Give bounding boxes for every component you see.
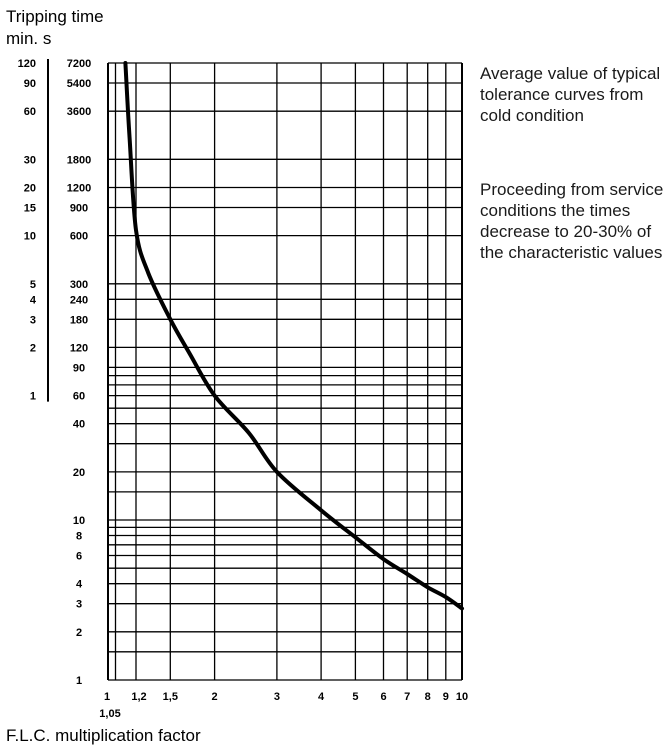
- x-tick-label: 3: [274, 691, 280, 703]
- x-tick-label: 1,2: [131, 691, 146, 703]
- x-axis-label: F.L.C. multiplication factor: [6, 726, 201, 745]
- x-tick-label: 2: [212, 691, 218, 703]
- y-tick-label-minutes: 1: [30, 391, 36, 403]
- y-tick-label-seconds: 5400: [67, 78, 91, 90]
- y-tick-label-minutes: 10: [24, 231, 36, 243]
- y-tick-label-seconds: 3600: [67, 106, 91, 118]
- x-tick-label: 4: [318, 691, 325, 703]
- y-tick-label-seconds: 10: [73, 515, 85, 527]
- x-tick-label: 6: [380, 691, 386, 703]
- y-tick-label-minutes: 60: [24, 106, 36, 118]
- y-tick-label-seconds: 300: [70, 279, 88, 291]
- y-tick-label-seconds: 1200: [67, 183, 91, 195]
- y-tick-label-seconds: 3: [76, 599, 82, 611]
- x-tick-label: 1,05: [99, 708, 120, 720]
- y-tick-label-minutes: 15: [24, 203, 36, 215]
- y-tick-label-seconds: 20: [73, 467, 85, 479]
- y-tick-label-seconds: 240: [70, 294, 88, 306]
- y-axis-label: Tripping time: [6, 7, 104, 26]
- y-tick-label-seconds: 90: [73, 362, 85, 374]
- y-axis-units-label: min. s: [6, 29, 52, 48]
- y-tick-label-minutes: 3: [30, 314, 36, 326]
- y-tick-label-seconds: 6: [76, 551, 82, 563]
- x-tick-label: 10: [456, 691, 468, 703]
- y-tick-label-minutes: 20: [24, 183, 36, 195]
- y-tick-label-seconds: 600: [70, 231, 88, 243]
- y-tick-label-seconds: 7200: [67, 58, 91, 70]
- annotation-cold-condition: Average value of typical tolerance curve…: [480, 64, 661, 125]
- y-tick-label-seconds: 180: [70, 314, 88, 326]
- y-tick-label-seconds: 40: [73, 419, 85, 431]
- x-tick-label: 8: [425, 691, 431, 703]
- tripping-curve: [123, 61, 464, 611]
- tick-labels: 7200540036001800120090060030024018012090…: [18, 58, 468, 720]
- y-tick-label-minutes: 2: [30, 342, 36, 354]
- grid: [107, 62, 463, 681]
- y-tick-label-seconds: 4: [76, 579, 83, 591]
- x-tick-label: 5: [352, 691, 358, 703]
- y-tick-label-minutes: 4: [30, 294, 37, 306]
- y-tick-label-seconds: 60: [73, 391, 85, 403]
- y-tick-label-seconds: 8: [76, 531, 82, 543]
- x-tick-label: 9: [443, 691, 449, 703]
- y-tick-label-minutes: 120: [18, 58, 36, 70]
- y-tick-label-seconds: 900: [70, 203, 88, 215]
- y-tick-label-seconds: 1: [76, 675, 82, 687]
- y-tick-label-seconds: 2: [76, 627, 82, 639]
- curves: [123, 61, 464, 611]
- y-tick-label-seconds: 1800: [67, 154, 91, 166]
- y-tick-label-minutes: 30: [24, 154, 36, 166]
- y-tick-label-minutes: 5: [30, 279, 36, 291]
- x-tick-label: 1,5: [163, 691, 178, 703]
- annotation-service-conditions: Proceeding from service conditions the t…: [480, 180, 664, 262]
- x-tick-label: 7: [404, 691, 410, 703]
- y-tick-label-minutes: 90: [24, 78, 36, 90]
- y-tick-label-seconds: 120: [70, 342, 88, 354]
- x-tick-label: 1: [104, 691, 110, 703]
